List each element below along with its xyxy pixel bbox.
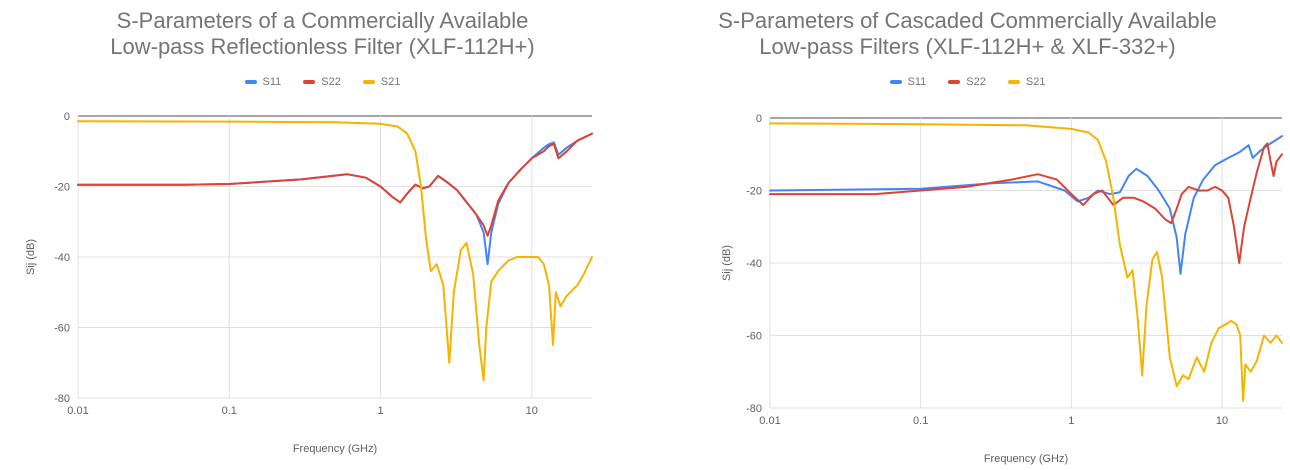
y-tick-label: 0 xyxy=(64,111,70,123)
y-tick-label: -60 xyxy=(746,331,762,343)
y-tick-label: -40 xyxy=(746,258,762,270)
legend-item-s22: S22 xyxy=(948,76,986,88)
series-line-s21 xyxy=(769,122,1283,402)
x-tick-label: 1 xyxy=(1068,415,1074,427)
legend-swatch-s22 xyxy=(303,80,316,84)
chart-plot: 0 -20 -40 -60 -800.01 0.1 1 10 Frequency (GHz) Si… xyxy=(25,111,593,455)
legend-label-s21: S21 xyxy=(1025,76,1046,88)
x-tick-label: 10 xyxy=(1216,415,1228,427)
x-tick-label: 0.01 xyxy=(67,405,88,417)
x-tick-label: 0.01 xyxy=(759,415,780,427)
y-tick-label: -60 xyxy=(54,323,70,335)
legend-swatch-s21 xyxy=(1007,80,1020,84)
legend-item-s11: S11 xyxy=(889,76,927,88)
chart-title: S-Parameters of a Commercially Available… xyxy=(0,8,645,60)
x-tick-label: 0.1 xyxy=(222,405,237,417)
x-tick-label: 0.1 xyxy=(913,415,928,427)
legend-item-s22: S22 xyxy=(303,76,341,88)
series-line-s21 xyxy=(77,120,593,382)
y-tick-label: -20 xyxy=(54,182,70,194)
legend-item-s11: S11 xyxy=(244,76,282,88)
legend-swatch-s22 xyxy=(948,80,961,84)
y-tick-label: 0 xyxy=(756,113,762,125)
chart-title-line-2: Low-pass Reflectionless Filter (XLF-112H… xyxy=(110,34,535,59)
series-line-s22 xyxy=(769,142,1283,264)
chart-title-line-2: Low-pass Filters (XLF-112H+ & XLF-332+) xyxy=(759,34,1176,59)
chart-plot: 0 -20 -40 -60 -800.01 0.1 1 10 Frequency (GHz) Si… xyxy=(721,113,1283,465)
chart-legend: S11 S22 S21 xyxy=(0,76,645,88)
chart-legend: S11 S22 S21 xyxy=(645,76,1290,88)
x-axis-label: Frequency (GHz) xyxy=(984,453,1068,465)
chart-title-line-1: S-Parameters of Cascaded Commercially Av… xyxy=(718,8,1217,33)
legend-swatch-s11 xyxy=(889,80,902,84)
chart-title-line-1: S-Parameters of a Commercially Available xyxy=(116,8,529,33)
legend-item-s21: S21 xyxy=(1007,76,1046,88)
legend-item-s21: S21 xyxy=(362,76,401,88)
y-axis-label: Sij (dB) xyxy=(721,245,733,281)
series-line-s11 xyxy=(77,132,593,266)
y-tick-label: -40 xyxy=(54,252,70,264)
chart-panel-left: S-Parameters of a Commercially Available… xyxy=(0,8,645,455)
y-tick-label: -80 xyxy=(746,403,762,415)
legend-label-s11: S11 xyxy=(262,76,282,88)
legend-label-s22: S22 xyxy=(321,76,341,88)
legend-label-s22: S22 xyxy=(966,76,986,88)
x-axis-label: Frequency (GHz) xyxy=(293,443,377,455)
series-line-s22 xyxy=(77,132,593,237)
legend-label-s21: S21 xyxy=(380,76,401,88)
x-tick-label: 10 xyxy=(526,405,538,417)
chart-panel-right: S-Parameters of Cascaded Commercially Av… xyxy=(645,0,1290,470)
y-axis-label: Sij (dB) xyxy=(25,239,37,275)
x-tick-label: 1 xyxy=(377,405,383,417)
y-tick-label: -80 xyxy=(54,393,70,405)
y-tick-label: -20 xyxy=(746,186,762,198)
series-line-s11 xyxy=(769,135,1283,275)
legend-swatch-s21 xyxy=(362,80,375,84)
legend-swatch-s11 xyxy=(244,80,257,84)
legend-label-s11: S11 xyxy=(907,76,927,88)
chart-title: S-Parameters of Cascaded Commercially Av… xyxy=(645,8,1290,60)
